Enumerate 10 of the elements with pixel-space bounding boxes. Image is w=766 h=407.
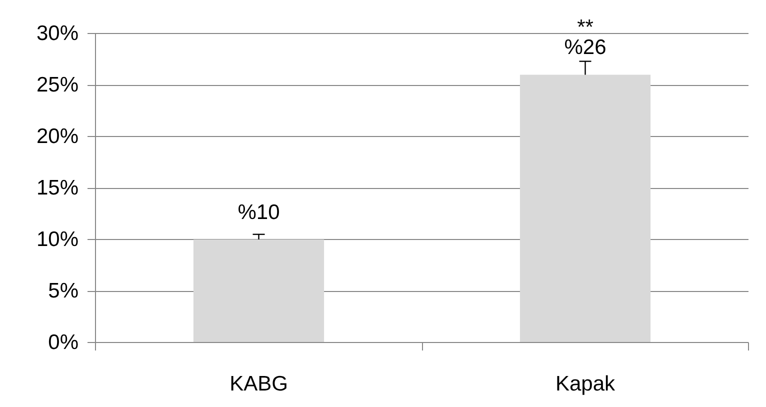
data-label: %10 <box>238 201 280 224</box>
y-tick-label: 5% <box>48 280 79 302</box>
y-tick-label: 0% <box>48 331 79 354</box>
y-tick-label: 30% <box>36 22 78 45</box>
y-tick-label: 25% <box>36 74 78 96</box>
x-tick-label: Kapak <box>555 372 616 396</box>
y-tick-label: 20% <box>36 125 78 148</box>
x-tick-label: KABG <box>230 372 288 396</box>
y-tick-label: 10% <box>36 228 78 251</box>
y-tick-label: 15% <box>36 176 78 200</box>
